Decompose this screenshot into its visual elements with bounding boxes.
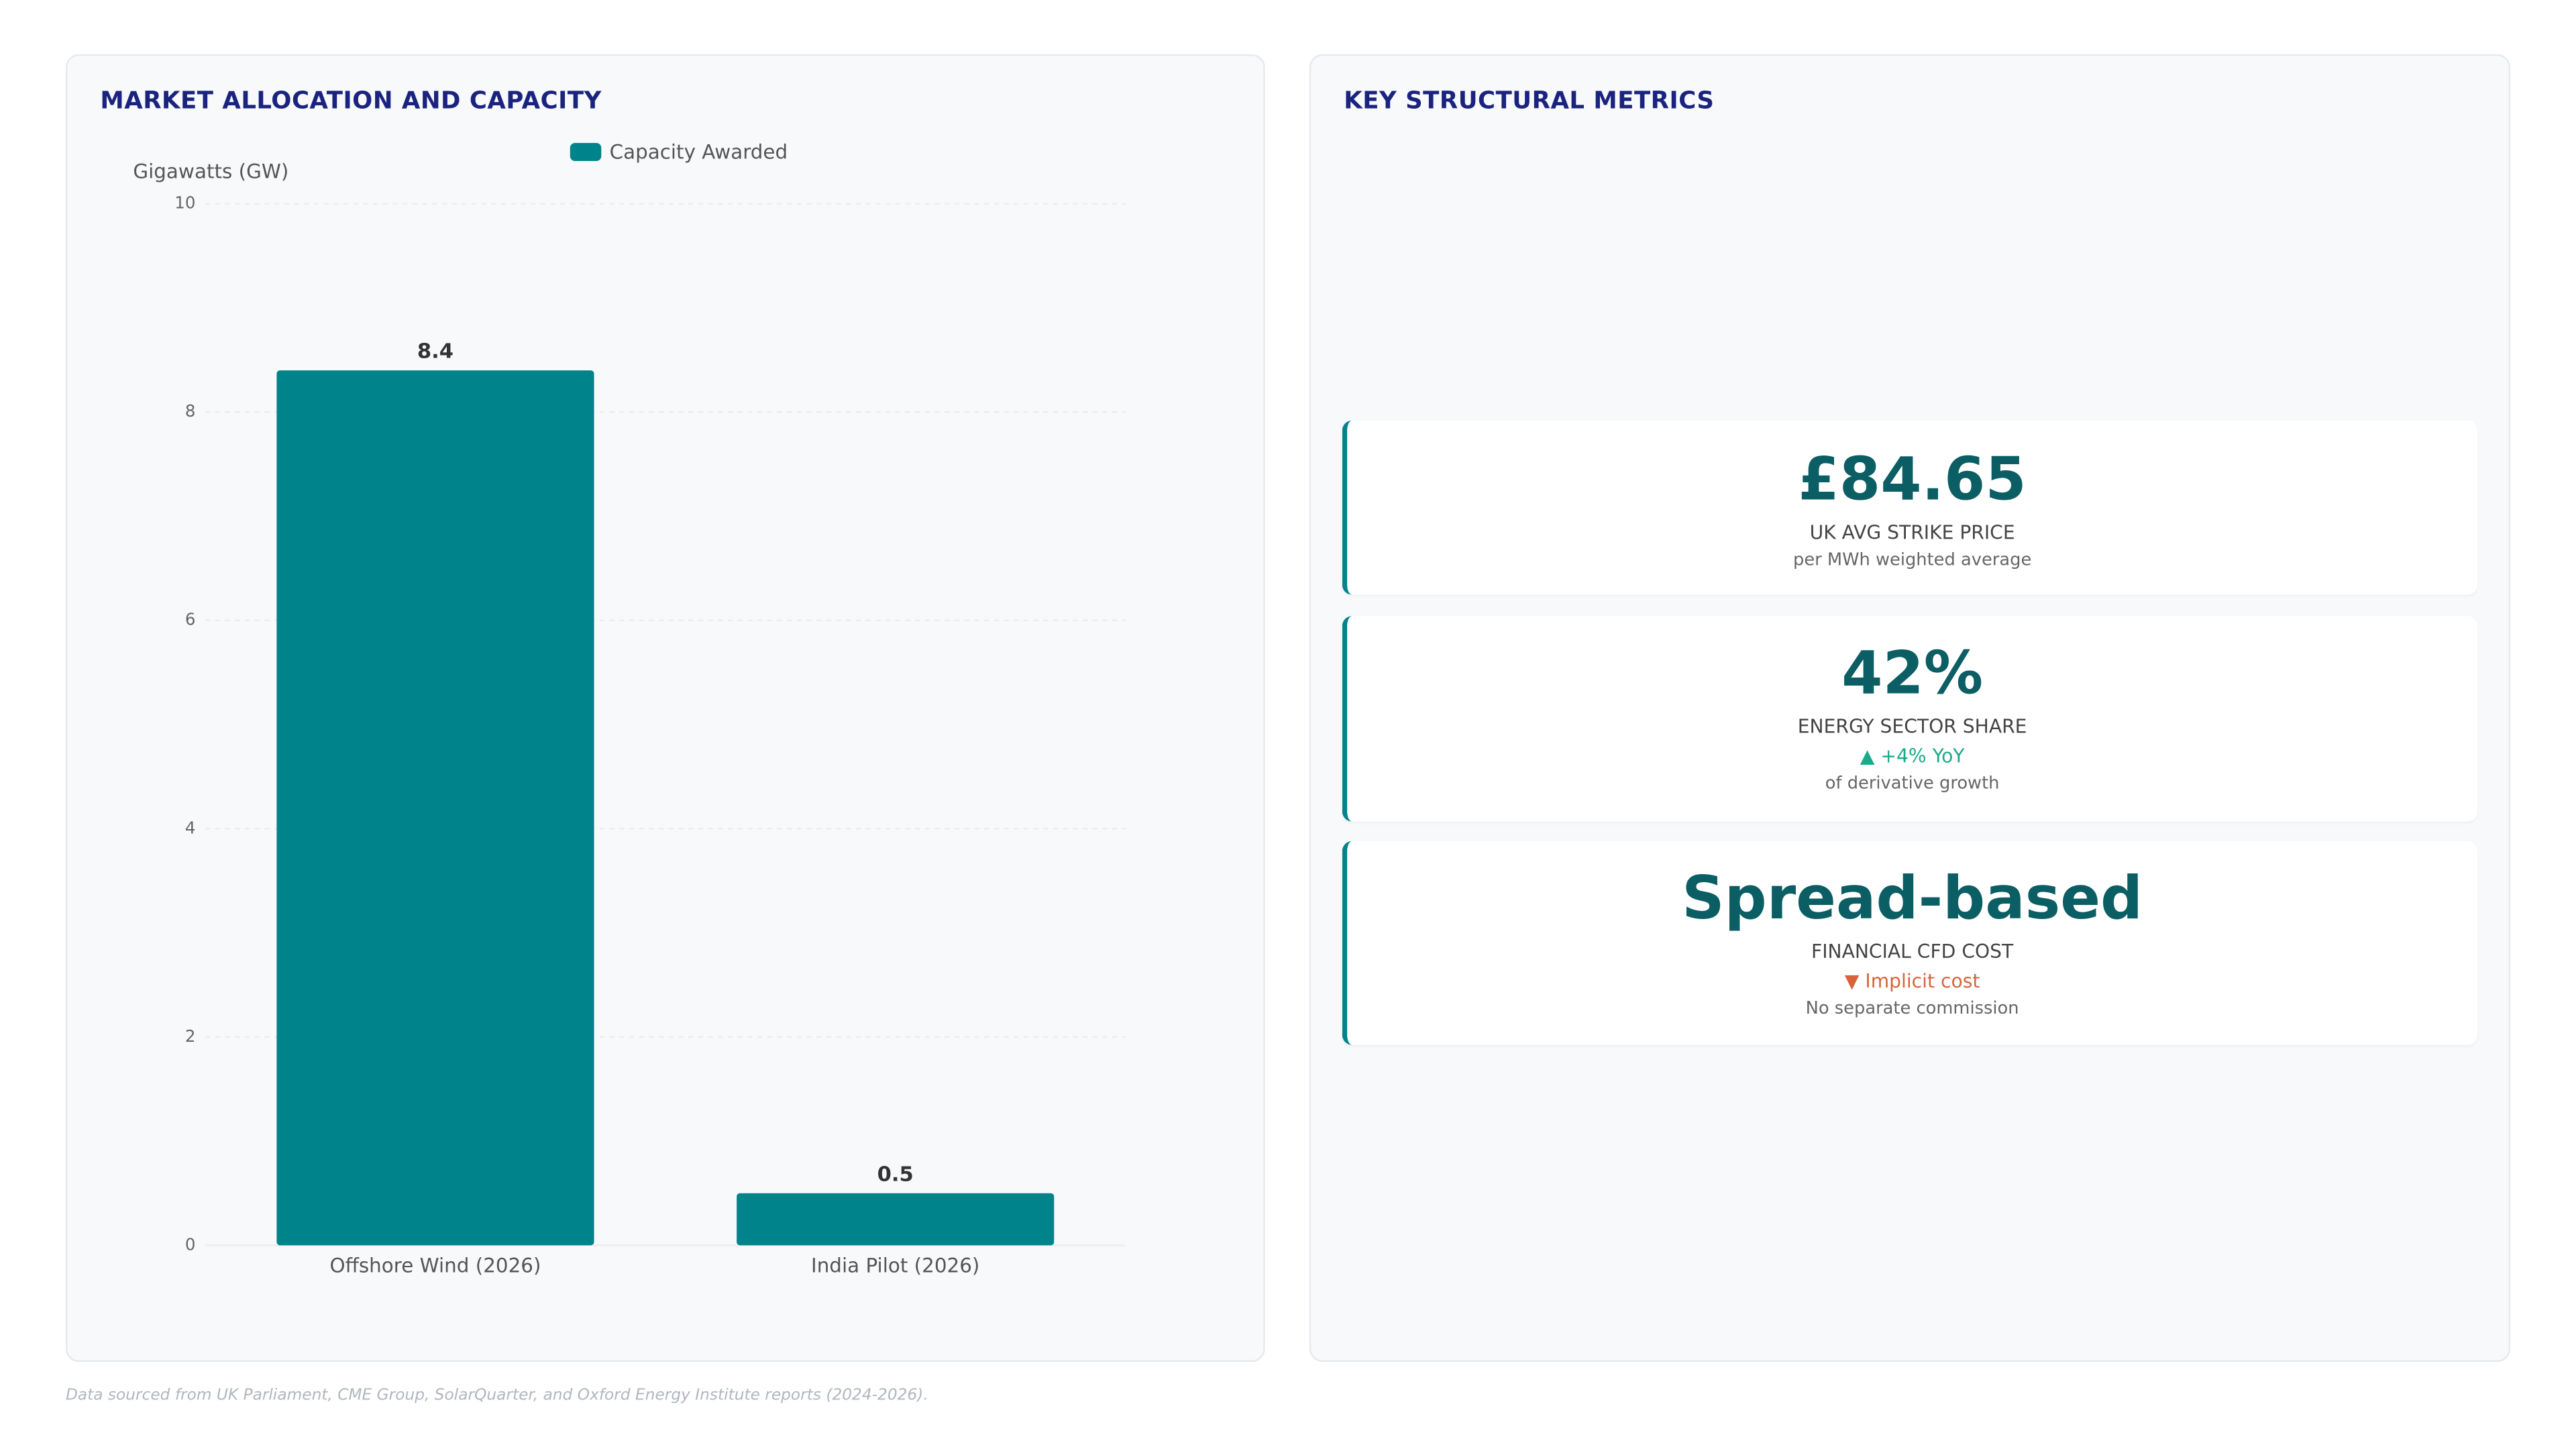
- data-label: 0.5: [877, 1163, 914, 1186]
- metric-note: No separate commission: [1805, 998, 2019, 1019]
- footer: Data sourced from UK Parliament, CME Gro…: [65, 1386, 928, 1405]
- y-tick-label: 10: [174, 193, 195, 213]
- x-tick-label: Offshore Wind (2026): [330, 1254, 541, 1277]
- panel-title: MARKET ALLOCATION AND CAPACITY: [100, 89, 602, 115]
- metric-change: ▼ Implicit cost: [1844, 969, 1980, 993]
- metric-value: 42%: [1841, 641, 1984, 708]
- bar: [737, 1193, 1055, 1246]
- y-tick-label: 2: [185, 1026, 196, 1046]
- x-tick-label: India Pilot (2026): [811, 1254, 979, 1277]
- metric-card: Spread-based FINANCIAL CFD COST ▼ Implic…: [1342, 841, 2478, 1045]
- y-tick-label: 6: [185, 610, 196, 629]
- metric-card: 42% ENERGY SECTOR SHARE ▲ +4% YoY of der…: [1342, 616, 2478, 822]
- metric-label: UK AVG STRIKE PRICE: [1809, 521, 2015, 544]
- legend-label: Capacity Awarded: [610, 140, 788, 163]
- metric-value: Spread-based: [1682, 865, 2143, 934]
- metric-note: per MWh weighted average: [1793, 550, 2032, 570]
- data-label: 8.4: [417, 340, 453, 364]
- chart-panel: MARKET ALLOCATION AND CAPACITY: [65, 54, 1265, 1362]
- y-tick-label: 4: [185, 818, 196, 837]
- metric-label: FINANCIAL CFD COST: [1811, 939, 2014, 963]
- metric-change: ▲ +4% YoY: [1860, 744, 1965, 767]
- y-tick-label: 8: [185, 401, 196, 421]
- legend-swatch: [570, 143, 602, 162]
- metric-label: ENERGY SECTOR SHARE: [1797, 714, 2027, 738]
- panel-title: KEY STRUCTURAL METRICS: [1344, 89, 1715, 115]
- bar: [276, 370, 594, 1246]
- y-tick-label: 0: [185, 1234, 196, 1254]
- metric-card: £84.65 UK AVG STRIKE PRICE per MWh weigh…: [1342, 420, 2478, 595]
- metric-value: £84.65: [1798, 447, 2027, 515]
- metric-note: of derivative growth: [1825, 773, 2000, 794]
- y-axis-title: Gigawatts (GW): [133, 160, 288, 183]
